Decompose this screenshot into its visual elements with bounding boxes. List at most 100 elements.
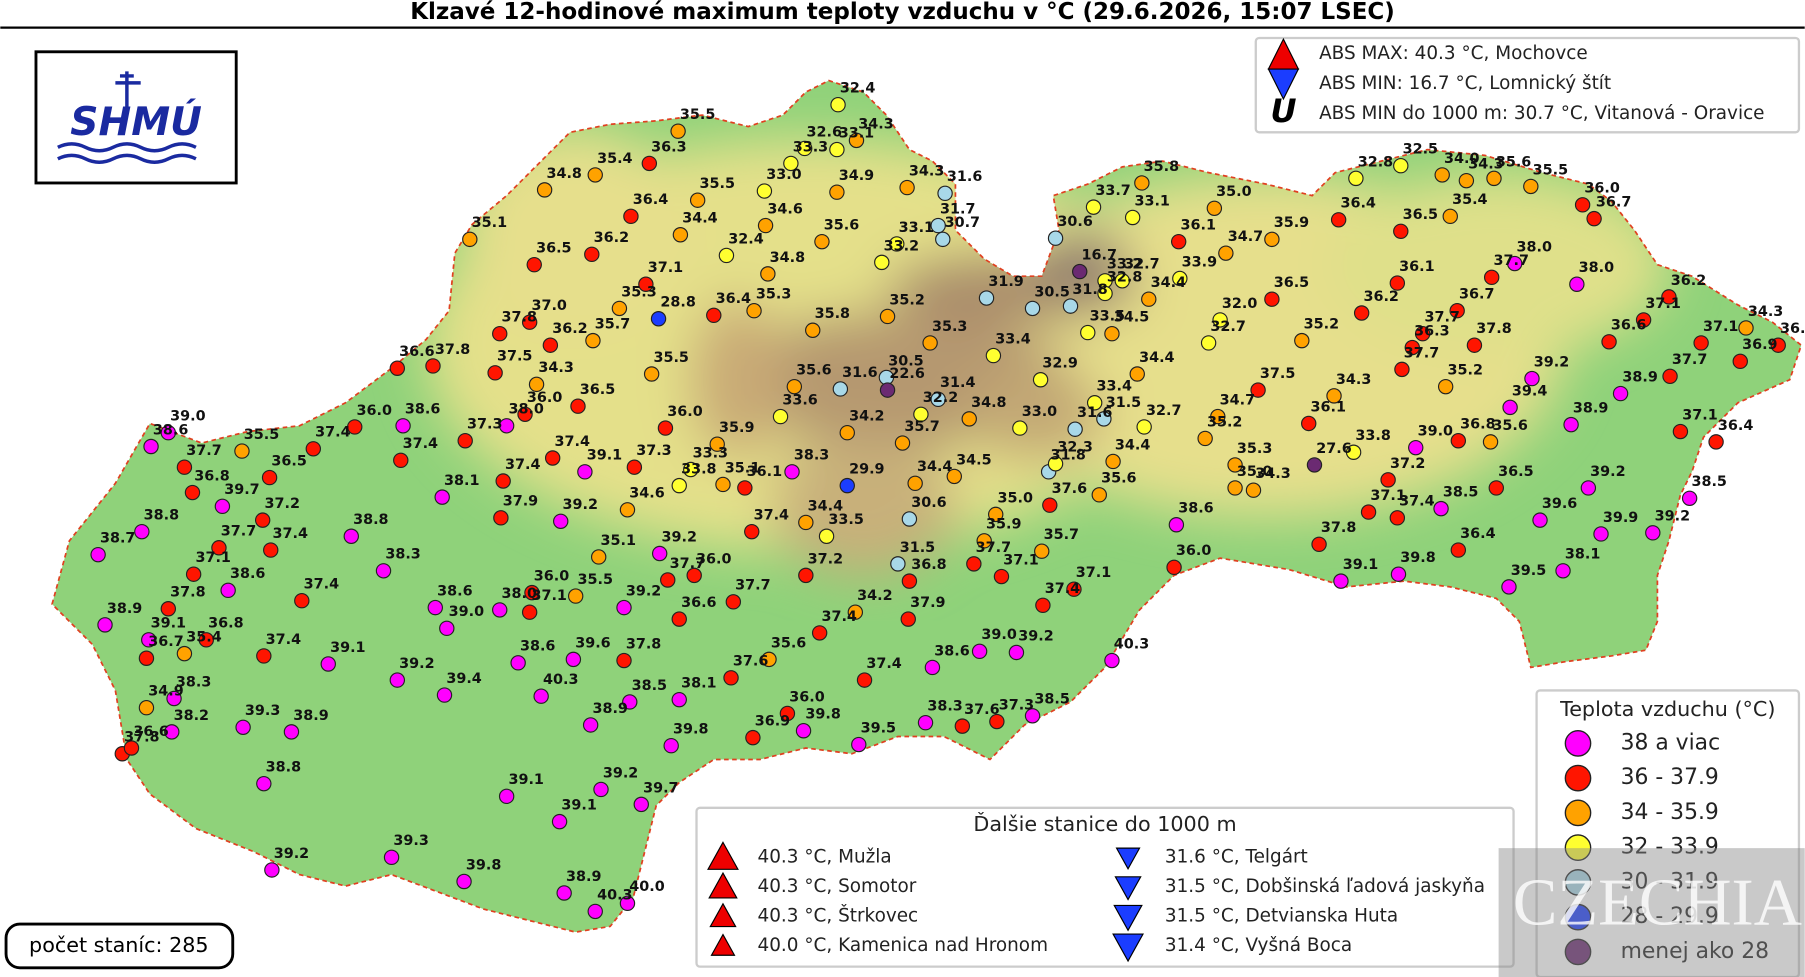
station-label: 36.4: [1460, 526, 1495, 542]
station-label: 34.3: [1336, 372, 1371, 388]
station-dot: [294, 592, 310, 609]
station-label: 39.1: [151, 616, 186, 632]
station-dot: [1047, 456, 1064, 472]
station-dot: [814, 233, 830, 250]
station-label: 39.3: [393, 833, 428, 849]
other-station-text: 40.3 °C, Somotor: [758, 876, 917, 897]
station-label: 40.0: [629, 879, 664, 895]
station-dot: [978, 290, 995, 306]
station-label: 31.8: [1050, 448, 1085, 464]
station-label: 37.7: [1672, 352, 1707, 368]
station-label: 36.0: [527, 390, 562, 406]
station-label: 38.6: [153, 422, 188, 438]
legend: 38 a viac 36 - 37.9 34 - 35.9 32 - 33.9 30 -…: [1564, 730, 1769, 966]
station-label: 35.0: [1216, 184, 1251, 200]
station-dot: [176, 459, 193, 475]
station-label: 33.8: [1355, 428, 1390, 444]
station-label: 37.1: [1370, 488, 1405, 504]
station-label: 39.7: [224, 482, 259, 498]
station-dot: [671, 691, 687, 708]
station-dot: [1264, 231, 1280, 248]
station-dot: [1218, 245, 1234, 261]
station-label: 37.2: [1390, 456, 1425, 472]
station-label: 35.6: [824, 218, 859, 234]
station-label: 36.4: [633, 192, 668, 208]
station-label: 38.9: [1622, 369, 1657, 385]
station-label: 35.6: [796, 363, 831, 379]
station-dot: [261, 469, 278, 486]
station-label: 39.4: [446, 671, 481, 687]
station-label: 34.8: [971, 395, 1006, 411]
station-label: 30.6: [1057, 214, 1092, 230]
station-dot: [1390, 566, 1407, 582]
station-dot: [1066, 581, 1082, 597]
station-label: 38.0: [1517, 239, 1552, 255]
station-label: 33.4: [1097, 379, 1132, 395]
station-label: 37.4: [505, 457, 540, 473]
station-dot: [1170, 233, 1187, 250]
station-dot: [1645, 525, 1661, 541]
station-label: 37.8: [626, 636, 661, 652]
station-label: 38.6: [405, 402, 440, 418]
station-label: 27.6: [1316, 441, 1351, 457]
station-label: 35.4: [597, 151, 632, 167]
station-label: 36.1: [1311, 399, 1346, 415]
station-label: 38.0: [508, 402, 543, 418]
station-label: 40.3: [1114, 636, 1149, 652]
station-label: 37.2: [265, 496, 300, 512]
station-dot: [198, 632, 214, 648]
station-label: 31.6: [842, 365, 877, 381]
station-dot: [1612, 385, 1629, 402]
station-label: 36.0: [357, 403, 392, 419]
station-label: 38.3: [385, 547, 420, 563]
station-dot: [1563, 416, 1579, 433]
station-label: 36.5: [536, 241, 571, 257]
station-label: 33.4: [995, 331, 1030, 347]
station-dot: [1601, 334, 1617, 350]
station-dot: [879, 308, 896, 325]
station-dot: [434, 489, 450, 505]
station-label: 36.5: [271, 453, 306, 469]
station-label: 36.2: [1671, 273, 1706, 289]
station-dot: [138, 650, 155, 666]
station-dot: [689, 192, 706, 208]
station-dot: [993, 568, 1010, 585]
station-dot: [1306, 457, 1323, 473]
station-dot: [848, 132, 865, 149]
station-dot: [889, 236, 905, 252]
station-dot: [1326, 388, 1342, 404]
station-dot: [542, 337, 559, 353]
station-dot: [487, 365, 503, 381]
station-label: 35.7: [595, 317, 630, 333]
station-label: 37.4: [821, 609, 856, 625]
station-label: 34.5: [956, 452, 991, 468]
station-label: 39.1: [587, 448, 622, 464]
station-dot: [1129, 366, 1145, 382]
station-dot: [1012, 420, 1028, 436]
station-label: 32.8: [1107, 269, 1142, 285]
station-dot: [805, 322, 821, 338]
station-count: počet staníc: 285: [29, 933, 209, 957]
station-dot: [930, 217, 946, 234]
station-label: 34.4: [1139, 350, 1174, 366]
station-label: 37.8: [1321, 520, 1356, 536]
legend-box: [1535, 689, 1801, 977]
station-dot: [1114, 273, 1131, 289]
station-dot: [582, 717, 599, 733]
station-label: 37.7: [221, 524, 256, 540]
station-dot: [901, 573, 918, 589]
station-label: 35.9: [986, 517, 1021, 533]
station-dot: [907, 475, 923, 492]
station-dot: [1301, 415, 1317, 432]
station-dot: [1394, 361, 1410, 378]
station-label: 39.8: [1400, 550, 1435, 566]
station-dots: [90, 97, 1786, 920]
station-label: 39.8: [805, 707, 840, 723]
station-dot: [746, 302, 762, 319]
station-label: 32.5: [1403, 142, 1438, 158]
station-label: 37.4: [304, 577, 339, 593]
station-dot: [585, 332, 601, 349]
station-dot: [832, 381, 849, 397]
station-dot: [619, 895, 636, 912]
station-dot: [757, 217, 774, 234]
